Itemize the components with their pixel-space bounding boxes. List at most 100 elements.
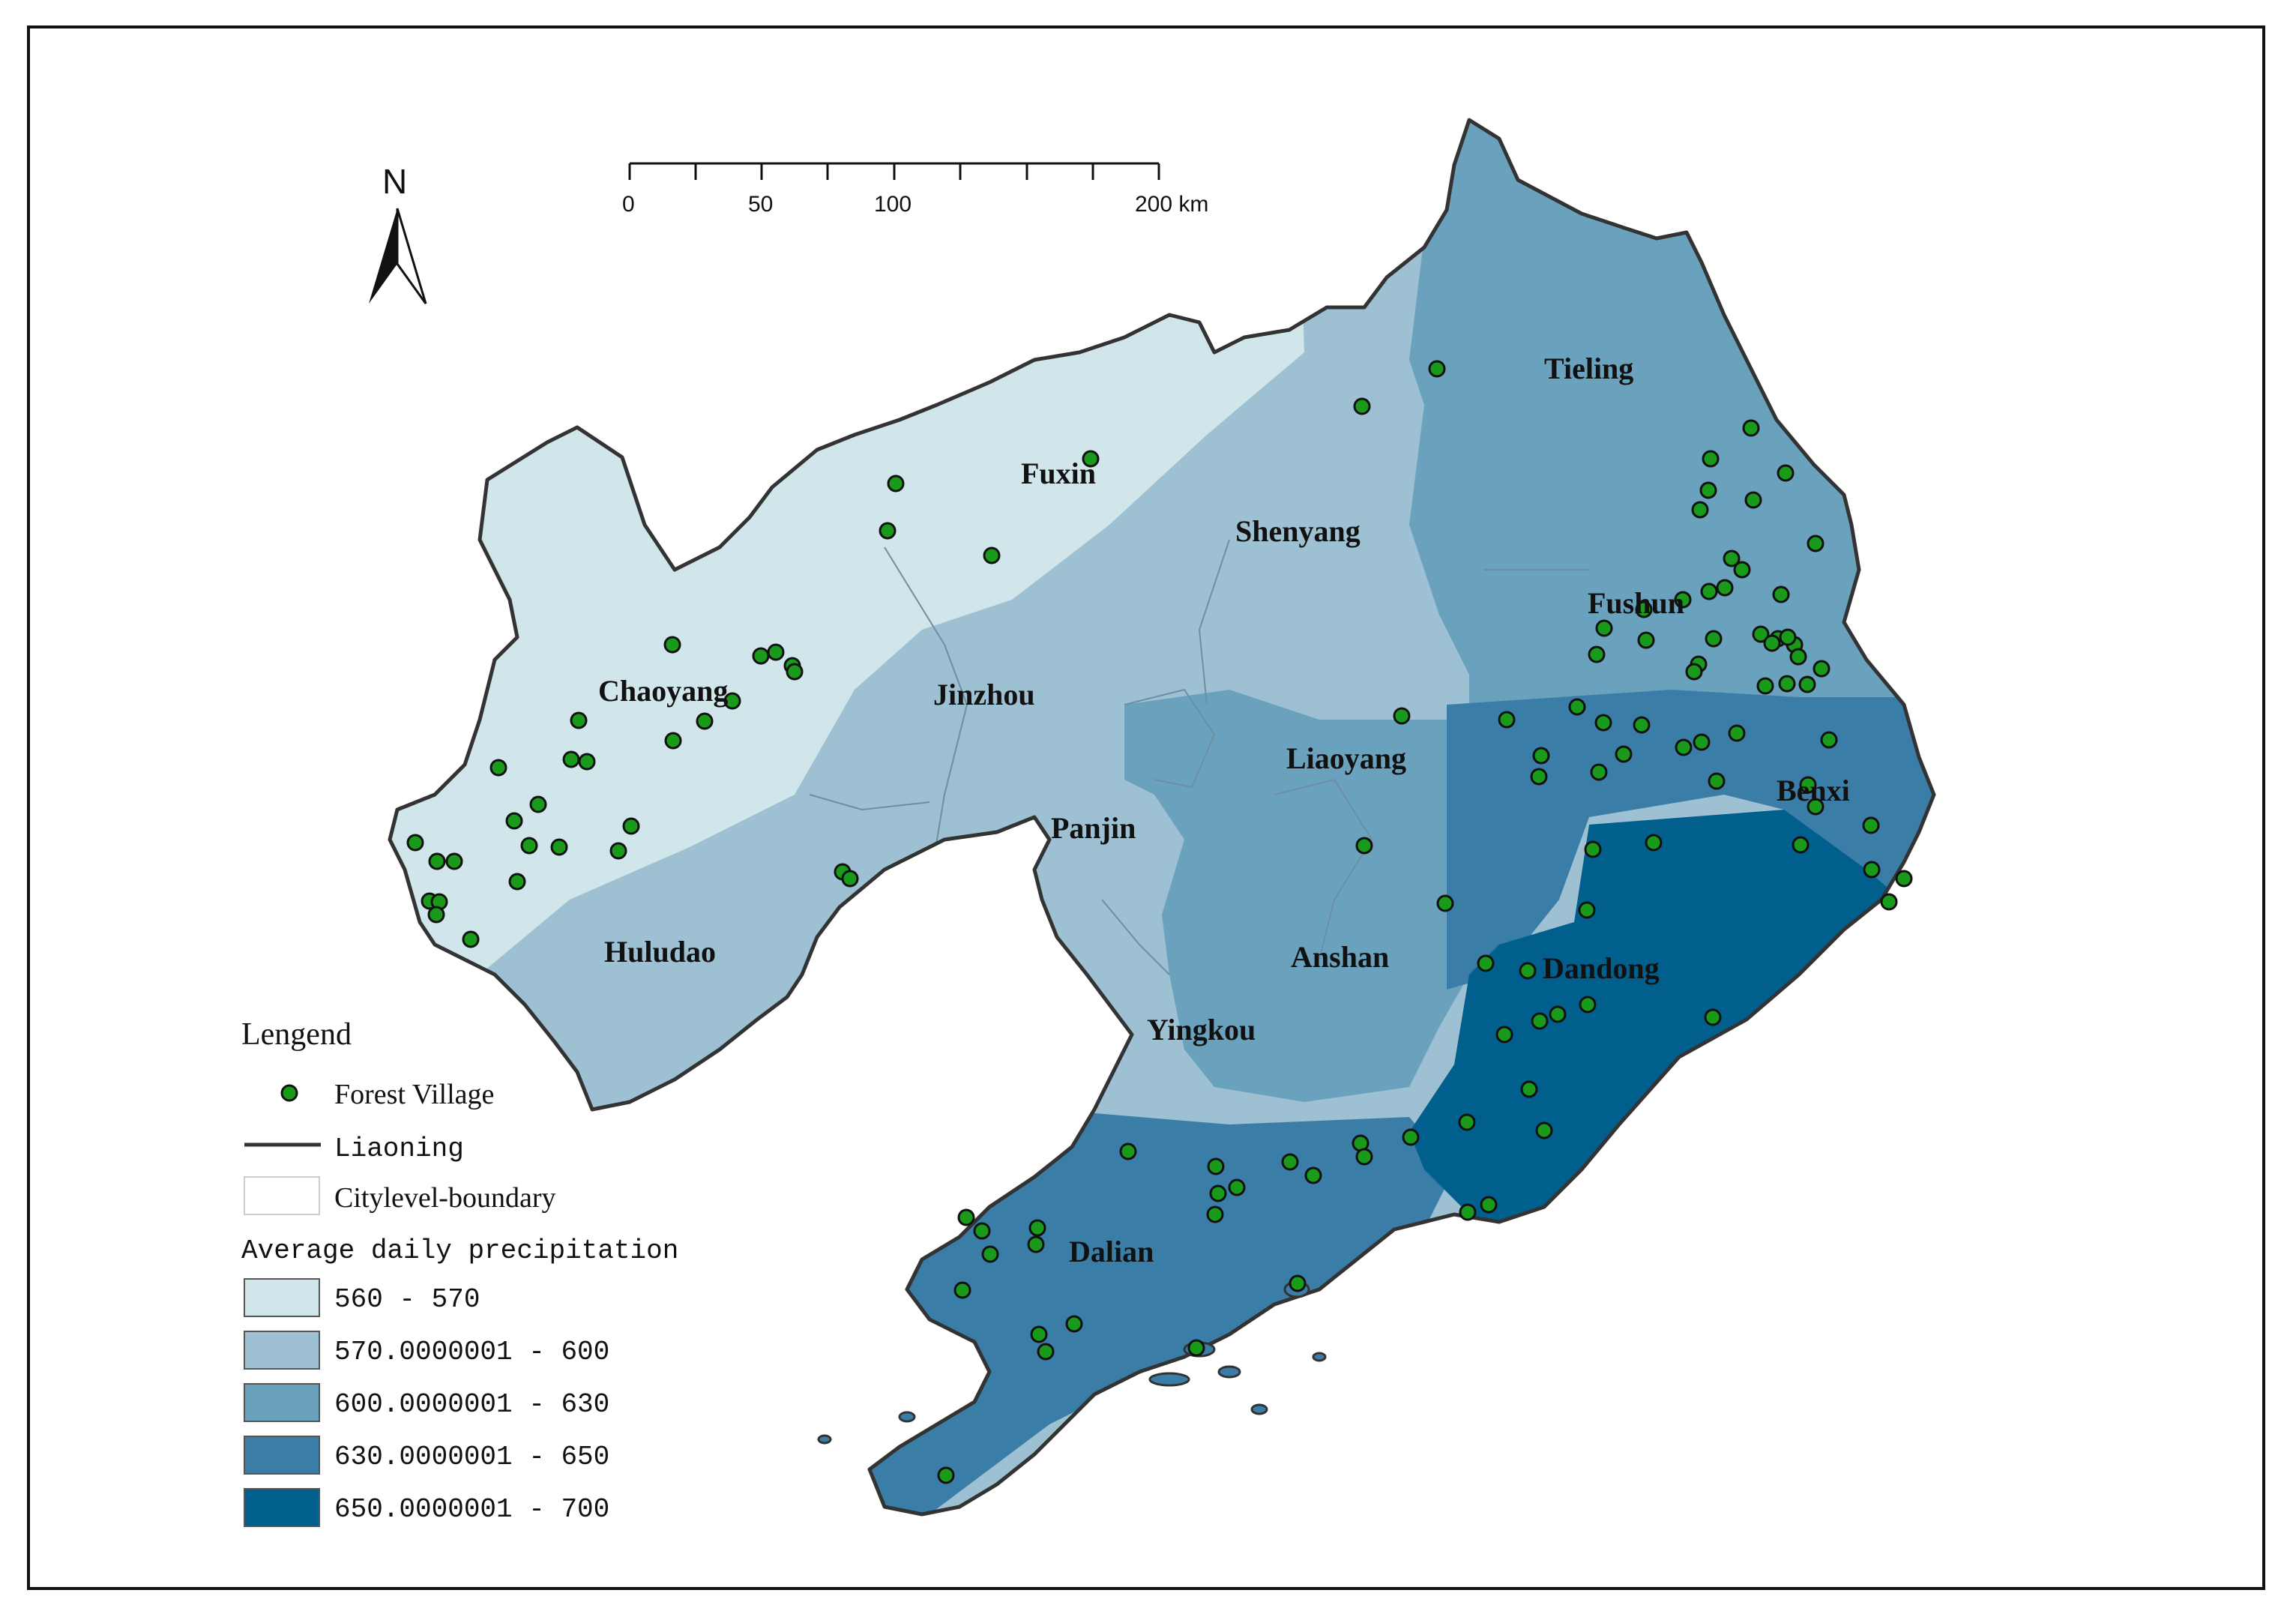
forest-village-marker	[1480, 1196, 1498, 1214]
forest-village-marker	[1458, 1113, 1476, 1131]
forest-village-marker	[1700, 582, 1718, 600]
city-label-benxi: Benxi	[1777, 774, 1850, 807]
forest-village-marker	[1495, 1026, 1513, 1044]
forest-village-marker	[1744, 491, 1762, 509]
forest-village-marker	[1742, 419, 1760, 437]
city-label-yingkou: Yingkou	[1147, 1013, 1256, 1047]
legend-class-label-4: 630.0000001 - 650	[334, 1442, 609, 1472]
forest-village-marker	[1187, 1339, 1205, 1357]
forest-village-marker	[1645, 834, 1663, 852]
city-label-chaoyang: Chaoyang	[598, 674, 728, 708]
legend-city-boundary-swatch	[244, 1176, 320, 1215]
legend-class-label-2: 570.0000001 - 600	[334, 1337, 609, 1367]
city-label-anshan: Anshan	[1291, 940, 1389, 974]
forest-village-marker	[1813, 660, 1831, 678]
forest-village-marker	[1792, 836, 1810, 854]
city-label-dandong: Dandong	[1543, 951, 1660, 985]
forest-village-marker	[1428, 360, 1446, 378]
city-label-dalian: Dalian	[1069, 1235, 1154, 1268]
forest-village-marker	[1207, 1157, 1225, 1175]
forest-village-marker	[1228, 1178, 1246, 1196]
city-label-panjin: Panjin	[1051, 811, 1136, 845]
forest-village-marker	[957, 1208, 975, 1226]
scale-bar: 0 50 100 200 km	[622, 162, 1208, 217]
forest-village-marker	[1880, 893, 1898, 911]
forest-village-marker	[550, 838, 568, 856]
zone-650-700	[1409, 810, 1919, 1229]
legend-village-label: Forest Village	[334, 1079, 494, 1110]
forest-village-marker	[1691, 501, 1709, 519]
forest-village-marker	[1863, 861, 1881, 879]
forest-village-marker	[622, 817, 640, 835]
legend-swatch-4	[244, 1436, 320, 1475]
forest-village-marker	[1820, 731, 1838, 749]
forest-village-marker	[1436, 894, 1454, 912]
forest-village-marker	[1702, 450, 1720, 468]
forest-village-layer	[406, 360, 1913, 1484]
forest-village-marker	[981, 1245, 999, 1263]
legend-village-icon	[280, 1084, 298, 1102]
forest-village-marker	[1549, 1005, 1567, 1023]
legend-class-label-1: 560 - 570	[334, 1284, 480, 1315]
city-labels: Tieling Fuxin Shenyang Fushun Chaoyang J…	[598, 352, 1850, 1268]
forest-village-marker	[752, 647, 770, 665]
forest-village-marker	[508, 873, 526, 891]
forest-village-marker	[767, 643, 785, 661]
forest-village-marker	[1027, 1235, 1045, 1253]
forest-village-marker	[1772, 585, 1790, 603]
forest-village-marker	[1520, 1080, 1538, 1098]
forest-village-marker	[1065, 1315, 1083, 1333]
forest-village-marker	[1519, 962, 1537, 980]
city-label-shenyang: Shenyang	[1235, 514, 1361, 548]
legend-classes: 560 - 570 570.0000001 - 600 600.0000001 …	[244, 1278, 609, 1527]
scale-label-200: 200 km	[1135, 192, 1208, 217]
forest-village-marker	[1584, 840, 1602, 858]
scale-label-0: 0	[622, 192, 635, 217]
forest-village-marker	[1685, 663, 1703, 681]
forest-village-marker	[1030, 1325, 1048, 1343]
forest-village-marker	[1532, 747, 1550, 765]
legend-city-boundary-label: Citylevel-boundary	[334, 1182, 555, 1214]
forest-village-marker	[1578, 901, 1596, 919]
legend-swatch-5	[244, 1488, 320, 1527]
legend: Lengend Forest Village Liaoning Cityleve…	[241, 1017, 678, 1527]
liaoning-boundary	[388, 118, 1936, 1517]
north-arrow-label: N	[382, 162, 407, 201]
forest-village-marker	[841, 870, 859, 888]
legend-province-label: Liaoning	[334, 1133, 464, 1164]
forest-village-marker	[1037, 1343, 1055, 1361]
forest-village-marker	[1763, 634, 1781, 652]
forest-village-marker	[953, 1281, 971, 1299]
forest-village-marker	[1595, 619, 1613, 637]
forest-village-marker	[1535, 1121, 1553, 1139]
north-arrow: N	[369, 162, 427, 304]
city-label-fuxin: Fuxin	[1021, 457, 1096, 490]
forest-village-marker	[1693, 733, 1711, 751]
forest-village-marker	[1798, 675, 1816, 693]
forest-village-marker	[1789, 648, 1807, 666]
forest-village-marker	[1807, 798, 1825, 816]
forest-village-marker	[1588, 645, 1606, 663]
forest-village-marker	[973, 1222, 991, 1240]
forest-village-marker	[1615, 745, 1633, 763]
city-label-fushun: Fushun	[1588, 586, 1684, 620]
forest-village-marker	[427, 906, 445, 924]
forest-village-marker	[1590, 763, 1608, 781]
forest-village-marker	[1635, 600, 1653, 618]
forest-village-marker	[1807, 535, 1825, 552]
forest-village-marker	[1778, 675, 1796, 693]
forest-village-marker	[1704, 1008, 1722, 1026]
forest-village-marker	[1728, 724, 1746, 742]
forest-village-marker	[1206, 1205, 1224, 1223]
forest-village-marker	[1723, 549, 1741, 567]
forest-village-marker	[1304, 1166, 1322, 1184]
forest-village-marker	[1777, 464, 1795, 482]
forest-village-marker	[1028, 1219, 1046, 1237]
forest-village-marker	[1779, 628, 1797, 646]
forest-village-marker	[1355, 1148, 1373, 1166]
forest-village-marker	[445, 852, 463, 870]
forest-village-marker	[570, 711, 588, 729]
forest-village-marker	[1119, 1142, 1137, 1160]
forest-village-marker	[1705, 630, 1723, 648]
